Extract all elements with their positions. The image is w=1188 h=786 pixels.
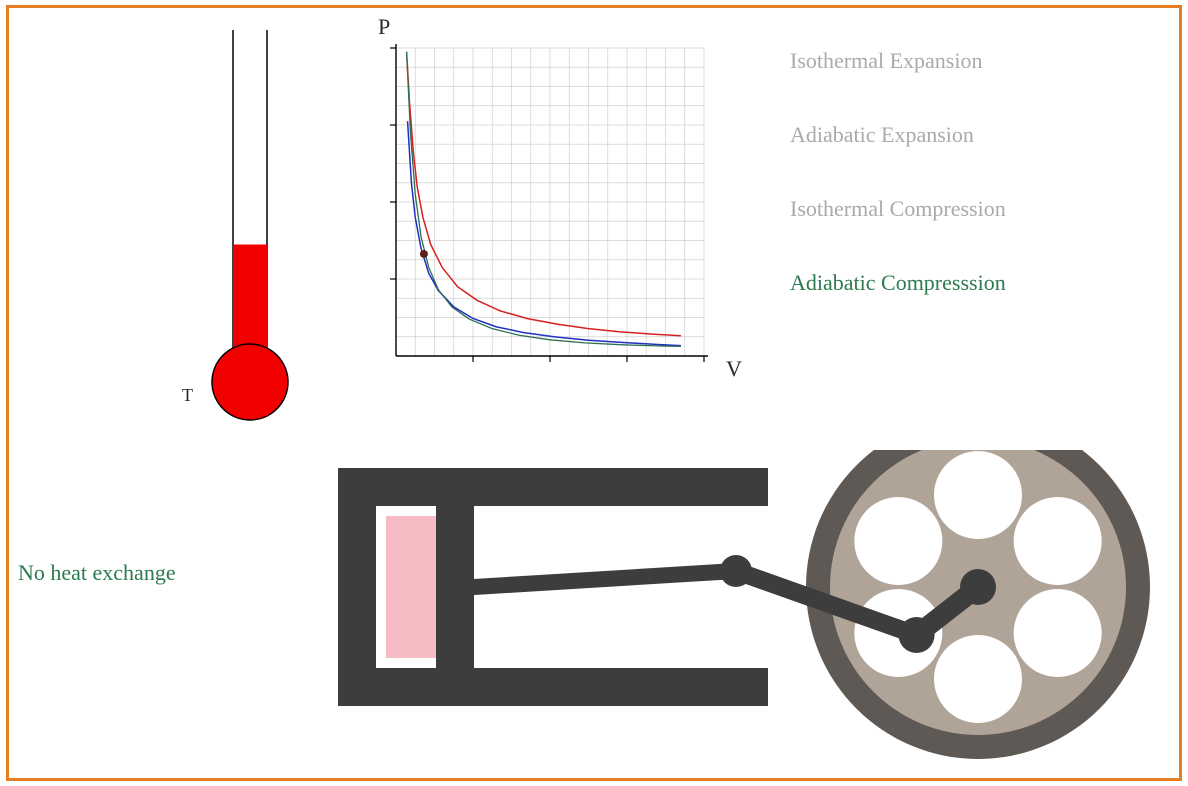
axis-label-p: P xyxy=(378,14,390,40)
process-isothermal-compression[interactable]: Isothermal Compression xyxy=(790,196,1150,222)
heat-exchange-status: No heat exchange xyxy=(18,560,176,586)
axis-label-v: V xyxy=(726,356,742,382)
process-adiabatic-expansion[interactable]: Adiabatic Expansion xyxy=(790,122,1150,148)
process-list: Isothermal Expansion Adiabatic Expansion… xyxy=(790,48,1150,344)
process-adiabatic-compression[interactable]: Adiabatic Compresssion xyxy=(790,270,1150,296)
thermometer-label: T xyxy=(182,385,193,406)
process-isothermal-expansion[interactable]: Isothermal Expansion xyxy=(790,48,1150,74)
thermometer-svg xyxy=(190,30,310,430)
pv-chart-svg xyxy=(382,42,710,370)
pv-chart xyxy=(382,42,710,370)
piston-engine-svg xyxy=(320,450,1170,770)
thermometer xyxy=(190,30,310,430)
piston-engine xyxy=(320,450,1170,770)
